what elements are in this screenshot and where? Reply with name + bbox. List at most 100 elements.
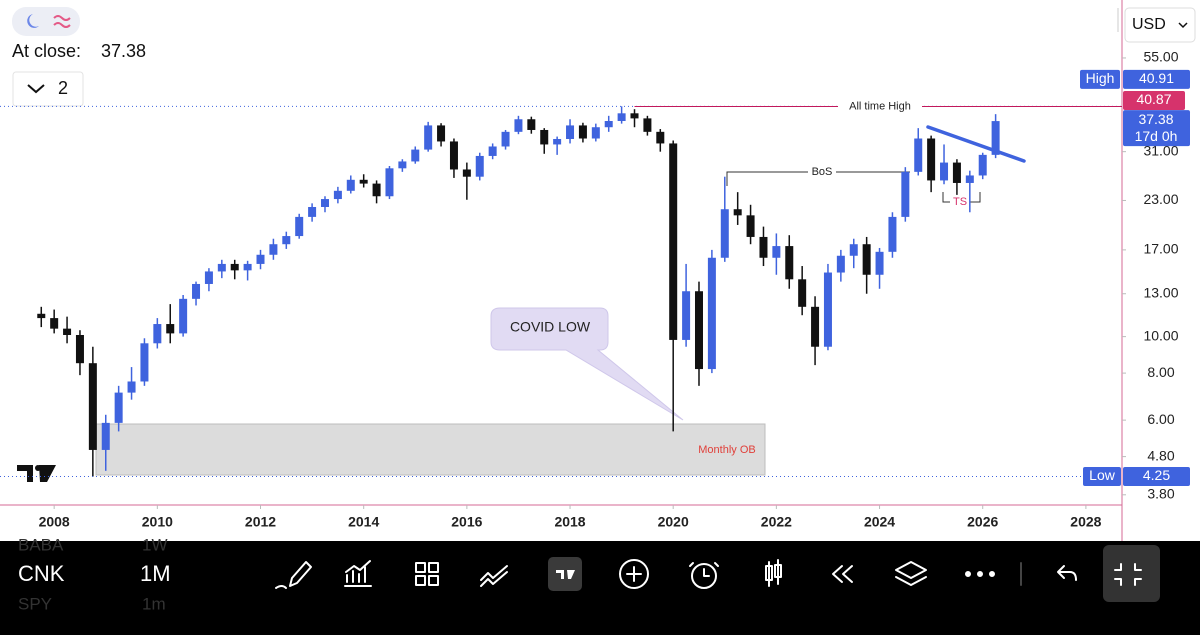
high-badge-label-bg <box>1080 69 1120 89</box>
prev-symbol: BABA <box>18 535 64 554</box>
candle-body <box>823 272 832 347</box>
candle-body <box>875 251 884 275</box>
candle-body <box>63 328 72 335</box>
low-badge-label: Low <box>1089 467 1116 483</box>
currency-button[interactable] <box>1124 7 1196 43</box>
candle-body <box>282 236 291 245</box>
candles <box>37 106 1000 477</box>
compare-tool[interactable] <box>480 565 508 587</box>
tv-logo-dot <box>35 465 41 471</box>
symbol[interactable]: CNK <box>18 561 65 586</box>
candle-body <box>153 324 162 344</box>
indicator-pill[interactable] <box>12 7 80 36</box>
collapse-icon <box>1114 563 1142 586</box>
indicators-tool[interactable] <box>344 560 372 587</box>
x-tick-label: 2020 <box>658 514 689 530</box>
draw-tool[interactable] <box>275 561 312 589</box>
candle-body <box>333 190 342 200</box>
candle-body <box>166 324 175 334</box>
callout-text: COVID LOW <box>510 319 591 335</box>
bos-label-bg <box>808 164 836 180</box>
objects-tool[interactable] <box>895 561 927 586</box>
candle-body <box>424 125 433 150</box>
candle-body <box>256 254 265 264</box>
low-badge-value: 4.25 <box>1143 467 1170 483</box>
candle-body <box>604 120 613 128</box>
last-badge-bg <box>1123 110 1190 147</box>
trendline <box>926 125 1026 163</box>
candle-body <box>127 381 136 393</box>
candle-body <box>437 125 446 142</box>
candle-body <box>591 127 600 139</box>
ob-zone <box>95 423 766 476</box>
candle-body <box>669 143 678 340</box>
close-label: At close: <box>12 41 81 61</box>
currency-chevron <box>1178 22 1188 29</box>
candle-body <box>656 131 665 144</box>
add-icon <box>626 566 642 582</box>
replay-tool[interactable] <box>832 565 853 583</box>
candle-body <box>991 121 1000 155</box>
candle-body <box>707 257 716 370</box>
currency-label: USD <box>1132 16 1166 33</box>
x-tick-label: 2010 <box>142 514 173 530</box>
candle-body <box>643 118 652 132</box>
undo-tool[interactable] <box>1057 565 1077 581</box>
zone-label: Monthly OB <box>698 444 755 456</box>
candle-body <box>385 168 394 197</box>
fullscreen-button[interactable] <box>1103 545 1160 602</box>
y-tick-label: 4.80 <box>1147 447 1174 463</box>
candle-body <box>346 179 355 191</box>
add-tool[interactable] <box>619 559 649 589</box>
candle-body <box>243 263 252 271</box>
tv-logo <box>17 465 56 482</box>
candle-body <box>230 263 239 271</box>
candle-body <box>411 149 420 162</box>
alert-icon <box>689 562 719 577</box>
last-badge-countdown: 17d 0h <box>1135 128 1178 144</box>
x-tick-label: 2008 <box>39 514 70 530</box>
y-tick-label: 23.00 <box>1143 191 1178 207</box>
candle-body <box>308 206 317 217</box>
alert-tool[interactable] <box>691 563 717 589</box>
high-badge-value-bg <box>1123 69 1190 89</box>
chart-type-tool[interactable] <box>765 559 782 587</box>
candle-body <box>217 263 226 272</box>
layouts-tool[interactable] <box>415 562 439 586</box>
candle-body <box>101 422 110 450</box>
candle-body <box>488 146 497 156</box>
candle-body <box>785 246 794 280</box>
x-tick-label: 2018 <box>554 514 585 530</box>
wave-icon <box>53 15 71 28</box>
more-dot[interactable] <box>965 571 971 577</box>
candle-body <box>927 138 936 181</box>
y-tick-label: 55.00 <box>1143 49 1178 65</box>
x-tick-label: 2014 <box>348 514 379 530</box>
more-dot[interactable] <box>989 571 995 577</box>
candle-body <box>978 154 987 176</box>
candle-body <box>179 298 188 334</box>
tv-button[interactable] <box>548 557 582 591</box>
next-interval: 1m <box>142 594 166 613</box>
candle-body <box>320 199 329 207</box>
interval[interactable]: 1M <box>140 561 171 586</box>
last-badge-value: 37.38 <box>1138 111 1173 127</box>
prev-interval: 1W <box>142 535 168 554</box>
candle-body <box>553 138 562 145</box>
candle-body <box>952 162 961 183</box>
y-tick-label: 8.00 <box>1147 364 1174 380</box>
candle-body <box>578 125 587 139</box>
more-dot[interactable] <box>977 571 983 577</box>
x-tick-label: 2012 <box>245 514 276 530</box>
candle-body <box>566 125 575 139</box>
y-tick-label: 10.00 <box>1143 327 1178 343</box>
collapse-button[interactable] <box>12 71 84 107</box>
y-tick-label: 3.80 <box>1147 485 1174 501</box>
candle-body <box>514 119 523 132</box>
candle-body <box>37 313 46 319</box>
y-tick-label: 31.00 <box>1143 142 1178 158</box>
candle-body <box>617 113 626 121</box>
next-symbol: SPY <box>18 594 52 613</box>
